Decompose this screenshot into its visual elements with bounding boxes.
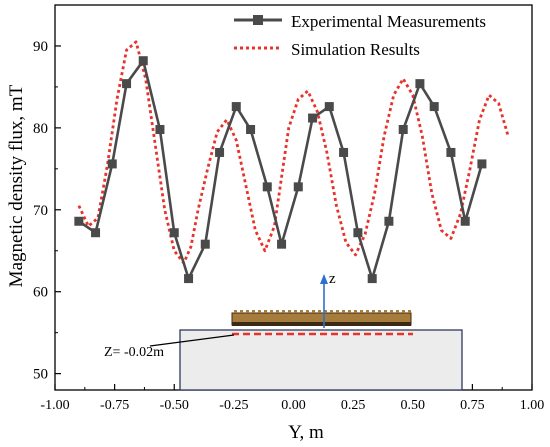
inset-block — [179, 329, 463, 391]
experimental-point — [138, 56, 148, 66]
x-tick-label: -0.75 — [100, 398, 129, 413]
legend: Experimental Measurements Simulation Res… — [234, 12, 486, 59]
experimental-point — [169, 228, 179, 238]
experimental-point — [91, 228, 101, 238]
inset-magnet-tooth — [402, 310, 405, 313]
inset-magnet-tooth — [258, 310, 261, 313]
experimental-point — [277, 239, 287, 249]
inset-magnet-tooth — [240, 310, 243, 313]
x-tick-label: 0.25 — [341, 398, 366, 413]
inset-magnet-tooth — [390, 310, 393, 313]
inset-magnet-tooth — [300, 310, 303, 313]
series-experimental — [74, 56, 487, 284]
experimental-point — [398, 125, 408, 135]
experimental-point — [415, 79, 425, 89]
inset-magnet-tooth — [366, 310, 369, 313]
inset-diagram — [149, 274, 463, 391]
inset-magnet-tooth — [324, 310, 327, 313]
experimental-point — [367, 274, 377, 284]
experimental-point — [246, 125, 256, 135]
experimental-point — [353, 228, 363, 238]
experimental-point — [339, 147, 349, 157]
inset-magnet-tooth — [336, 310, 339, 313]
inset-magnet-tooth — [318, 310, 321, 313]
experimental-point — [215, 147, 225, 157]
inset-magnet-tooth — [360, 310, 363, 313]
x-tick-label: -0.50 — [160, 398, 189, 413]
inset-magnet-tooth — [348, 310, 351, 313]
legend-label-simulation: Simulation Results — [291, 40, 420, 59]
experimental-point — [262, 182, 272, 192]
x-tick-label: -0.25 — [219, 398, 248, 413]
experimental-point — [384, 216, 394, 226]
simulation-line — [77, 40, 510, 265]
experimental-point — [293, 182, 303, 192]
legend-marker-experimental — [253, 15, 263, 25]
inset-magnet-tooth — [282, 310, 285, 313]
experimental-point — [308, 113, 318, 123]
inset-magnet-tooth — [306, 310, 309, 313]
experimental-point — [231, 102, 241, 112]
inset-magnet-tooth — [342, 310, 345, 313]
x-tick-label: -1.00 — [40, 398, 69, 413]
y-tick-label: 50 — [33, 367, 48, 383]
inset-magnet-tooth — [312, 310, 315, 313]
series-simulation — [77, 40, 510, 265]
experimental-point — [200, 239, 210, 249]
experimental-point — [155, 125, 165, 135]
inset-line-label: Z= -0.02m — [104, 345, 164, 360]
experimental-point — [460, 216, 470, 226]
y-tick-label: 70 — [33, 203, 48, 219]
inset-magnet-tooth — [396, 310, 399, 313]
inset-magnet-tooth — [294, 310, 297, 313]
inset-magnet-tooth — [354, 310, 357, 313]
inset-magnet-tooth — [234, 310, 237, 313]
x-tick-label: 0.50 — [401, 398, 426, 413]
inset-magnet-tooth — [378, 310, 381, 313]
experimental-point — [122, 79, 132, 89]
inset-leader-line — [149, 334, 235, 347]
y-tick-label: 80 — [33, 121, 48, 137]
y-axis-label: Magnetic density flux, mT — [6, 84, 27, 287]
y-tick-label: 60 — [33, 285, 48, 301]
inset-z-axis-label: z — [329, 271, 336, 287]
inset-magnet-tooth — [252, 310, 255, 313]
experimental-point — [429, 102, 439, 112]
inset-z-arrowhead — [320, 274, 328, 284]
x-axis-label: Y, m — [288, 422, 324, 443]
y-axis: 50 60 70 80 90 — [33, 39, 61, 383]
inset-magnet-tooth — [372, 310, 375, 313]
experimental-point — [477, 159, 487, 169]
inset-magnet-tooth — [408, 310, 411, 313]
experimental-point — [184, 274, 194, 284]
legend-label-experimental: Experimental Measurements — [291, 12, 486, 31]
inset-magnet-tooth — [384, 310, 387, 313]
x-tick-label: 1.00 — [520, 398, 545, 413]
inset-magnet-tooth — [270, 310, 273, 313]
experimental-point — [107, 159, 117, 169]
inset-magnet-tooth — [288, 310, 291, 313]
inset-magnet-tooth — [276, 310, 279, 313]
inset-magnet-tooth — [264, 310, 267, 313]
x-tick-label: 0.00 — [281, 398, 306, 413]
inset-magnet-base — [232, 322, 411, 326]
experimental-point — [324, 102, 334, 112]
y-tick-label: 90 — [33, 39, 48, 55]
x-tick-label: 0.75 — [460, 398, 485, 413]
experimental-point — [74, 216, 84, 226]
inset-magnet-tooth — [330, 310, 333, 313]
experimental-point — [446, 147, 456, 157]
inset-magnet-tooth — [246, 310, 249, 313]
